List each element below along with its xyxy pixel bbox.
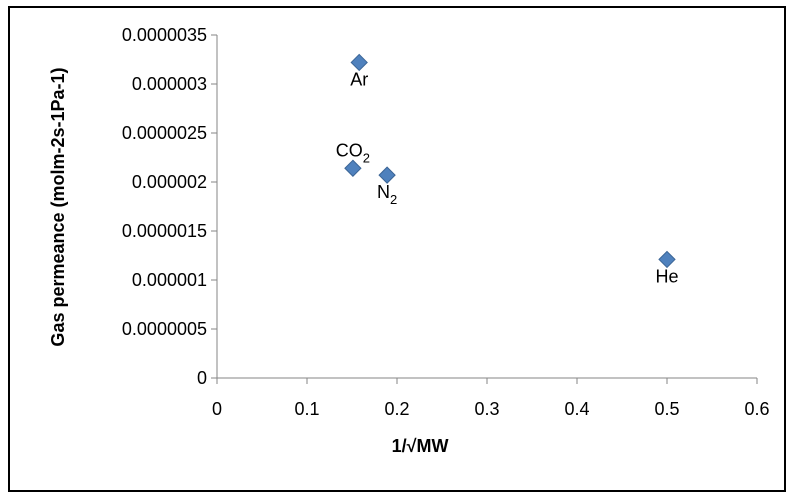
x-tick-label: 0.4 xyxy=(564,399,589,419)
data-label-he: He xyxy=(655,266,678,286)
y-tick-label: 0.000002 xyxy=(132,172,207,192)
y-tick-label: 0.0000035 xyxy=(122,25,207,45)
data-label-ar: Ar xyxy=(350,69,368,89)
y-axis-title: Gas permeance (molm-2s-1Pa-1) xyxy=(48,67,68,346)
chart-border xyxy=(8,6,786,492)
data-point-n2 xyxy=(378,166,396,184)
data-points xyxy=(344,53,676,269)
x-tick-label: 0.6 xyxy=(744,399,769,419)
y-tick-label: 0.0000015 xyxy=(122,221,207,241)
x-tick-label: 0 xyxy=(212,399,222,419)
x-axis-title: 1/√MW xyxy=(392,436,449,456)
y-tick-label: 0.000003 xyxy=(132,74,207,94)
data-label-co2: CO2 xyxy=(336,140,370,165)
y-tick-label: 0.0000005 xyxy=(122,319,207,339)
data-labels: Ar CO2 N2 He xyxy=(336,69,679,286)
x-axis-ticks: 0 0.1 0.2 0.3 0.4 0.5 0.6 xyxy=(212,378,770,419)
x-tick-label: 0.3 xyxy=(474,399,499,419)
y-tick-label: 0.0000025 xyxy=(122,123,207,143)
data-point-ar xyxy=(350,53,368,72)
y-axis-ticks: 0 0.0000005 0.000001 0.0000015 0.000002 0.000… xyxy=(122,25,217,388)
y-tick-label: 0 xyxy=(197,368,207,388)
data-point-he xyxy=(658,250,676,269)
data-point-co2 xyxy=(344,159,362,177)
x-tick-label: 0.5 xyxy=(654,399,679,419)
data-label-n2: N2 xyxy=(377,182,397,207)
x-tick-label: 0.1 xyxy=(294,399,319,419)
y-tick-label: 0.000001 xyxy=(132,270,207,290)
x-tick-label: 0.2 xyxy=(384,399,409,419)
